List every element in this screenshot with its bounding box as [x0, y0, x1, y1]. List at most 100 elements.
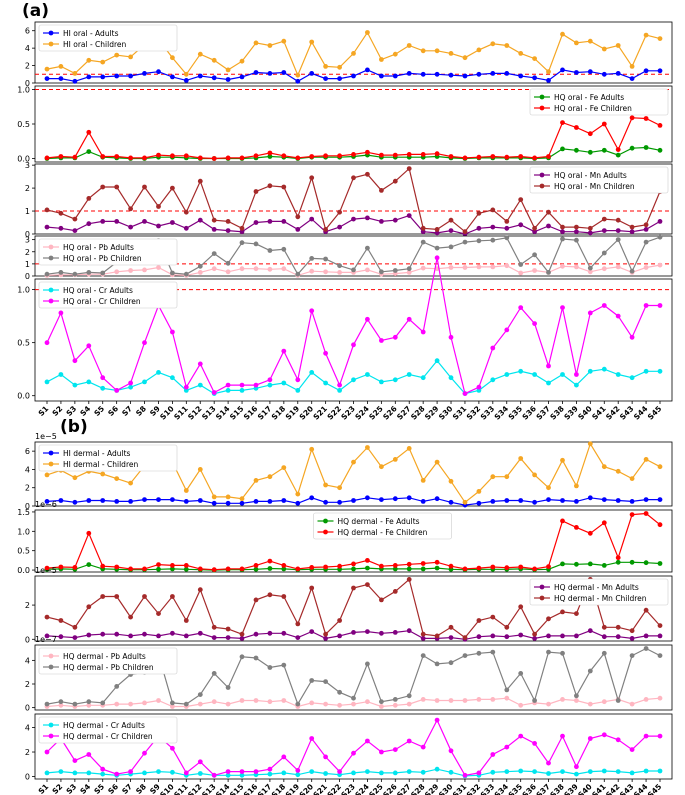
data-point — [253, 499, 259, 504]
data-point — [434, 71, 440, 77]
data-point — [253, 70, 259, 75]
data-point — [379, 338, 384, 343]
legend-swatch-marker — [48, 461, 54, 467]
chart-panels: 0 2 4 6 HI oral - Adults HI oral - Children 0.… — [17, 21, 673, 795]
data-point — [392, 377, 398, 383]
data-point — [476, 500, 482, 506]
y-tick-label: 2 — [25, 748, 30, 757]
data-point — [462, 566, 468, 572]
data-point — [44, 472, 50, 478]
data-point — [587, 149, 593, 155]
data-point — [351, 498, 356, 503]
data-point — [295, 621, 301, 627]
data-point — [309, 565, 315, 570]
data-point — [170, 74, 175, 80]
chart-panel-4: 0 1 2 3 HQ oral - Pb Adults HQ oral - Pb Chil… — [25, 234, 673, 281]
data-point — [197, 771, 203, 776]
data-point — [546, 69, 551, 75]
legend-swatch-marker — [539, 105, 545, 111]
data-point — [504, 634, 510, 640]
data-point — [546, 223, 551, 229]
data-point — [574, 264, 579, 270]
data-point — [170, 185, 175, 191]
data-point — [615, 71, 621, 76]
data-point — [574, 372, 579, 377]
data-point — [309, 678, 315, 683]
legend-swatch-marker — [48, 733, 54, 739]
legend-label: HQ dermal - Mn Children — [554, 594, 647, 603]
data-point — [337, 270, 342, 275]
data-point — [114, 476, 120, 481]
data-point — [309, 256, 315, 261]
data-point — [114, 564, 120, 570]
x-tick-label: S19 — [284, 404, 302, 422]
data-point — [142, 184, 147, 190]
data-point — [281, 630, 287, 636]
x-tick-label: S31 — [451, 404, 469, 422]
data-point — [574, 147, 579, 153]
data-point — [587, 269, 593, 275]
data-point — [476, 225, 482, 231]
data-point — [267, 558, 273, 564]
data-point — [420, 478, 426, 483]
data-point — [253, 220, 259, 225]
data-point — [629, 770, 635, 776]
data-point — [546, 485, 551, 491]
y-tick-label: 4 — [25, 656, 30, 665]
x-tick-label: S18 — [270, 404, 288, 422]
x-tick-label: S24 — [353, 404, 371, 422]
data-point — [574, 70, 579, 75]
data-point — [281, 754, 287, 760]
data-point — [365, 149, 370, 155]
data-point — [476, 71, 482, 77]
data-point — [239, 698, 245, 703]
data-point — [337, 263, 342, 269]
data-point — [574, 382, 579, 388]
legend-label: HQ dermal - Fe Children — [338, 528, 428, 537]
data-point — [462, 499, 468, 505]
x-tick-label: S14 — [214, 404, 232, 422]
data-point — [225, 635, 231, 640]
y-tick-label: 0 — [25, 773, 30, 782]
data-point — [197, 467, 203, 472]
data-point — [114, 52, 120, 58]
data-point — [142, 219, 147, 224]
data-point — [281, 594, 287, 599]
data-point — [587, 441, 593, 447]
data-point — [170, 329, 175, 335]
data-point — [392, 697, 398, 702]
data-point — [574, 561, 579, 567]
data-point — [657, 522, 663, 528]
legend-label: HI dermal - Adults — [63, 449, 131, 458]
data-point — [434, 565, 440, 571]
data-point — [643, 768, 649, 774]
data-point — [142, 566, 147, 572]
data-point — [365, 558, 370, 563]
data-point — [574, 229, 579, 235]
x-tick-label: S32 — [465, 404, 483, 422]
legend: HQ dermal - Mn Adults HQ dermal - Mn Chil… — [529, 578, 669, 606]
data-point — [406, 577, 412, 582]
data-point — [44, 224, 50, 230]
data-point — [156, 497, 161, 502]
data-point — [86, 74, 92, 80]
data-point — [476, 489, 482, 494]
data-point — [211, 217, 217, 223]
data-point — [518, 768, 524, 774]
data-point — [434, 358, 440, 364]
data-point — [601, 216, 607, 222]
data-point — [448, 51, 454, 56]
data-point — [420, 653, 426, 658]
data-point — [267, 150, 273, 156]
data-point — [560, 650, 565, 656]
data-point — [323, 256, 328, 262]
data-point — [406, 738, 412, 744]
data-point — [379, 630, 384, 636]
data-point — [156, 370, 161, 375]
legend-label: HQ oral - Fe Children — [554, 104, 632, 113]
data-point — [281, 266, 287, 272]
legend-label: HQ dermal - Cr Adults — [63, 721, 145, 730]
data-point — [643, 633, 649, 639]
x-tick-label: S39 — [562, 404, 580, 422]
